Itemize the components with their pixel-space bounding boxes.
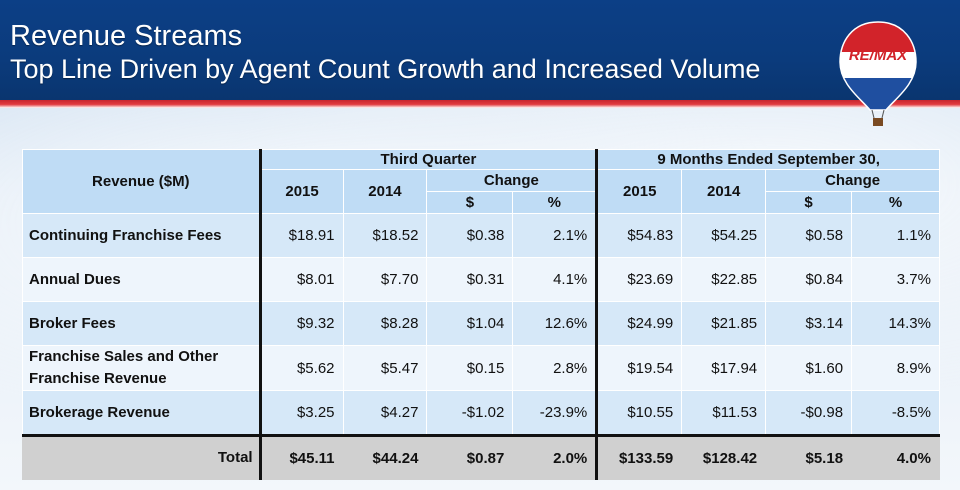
- cell-m-2014: $11.53: [681, 390, 767, 436]
- cell-q-2014: $5.47: [342, 345, 428, 391]
- total-row: Total $45.11 $44.24 $0.87 2.0% $133.59 $…: [22, 434, 940, 480]
- cell-q-2015: $8.01: [258, 257, 344, 302]
- header-q-pct: %: [512, 191, 598, 214]
- cell-m-change-pct: -8.5%: [851, 390, 940, 436]
- cell-m-change-dollar: $3.14: [765, 301, 853, 346]
- cell-m-2014: $54.25: [681, 213, 767, 258]
- cell-q-change-pct: 12.6%: [512, 301, 598, 346]
- total-m-change-pct: 4.0%: [851, 434, 940, 480]
- header-third-quarter: Third Quarter: [258, 149, 598, 170]
- total-q-2014: $44.24: [342, 434, 428, 480]
- cell-m-2014: $22.85: [681, 257, 767, 302]
- page-subtitle: Top Line Driven by Agent Count Growth an…: [10, 54, 761, 84]
- cell-m-change-pct: 1.1%: [851, 213, 940, 258]
- total-m-2015: $133.59: [595, 434, 683, 480]
- cell-m-change-dollar: -$0.98: [765, 390, 853, 436]
- cell-q-2015: $3.25: [258, 390, 344, 436]
- cell-q-change-pct: 2.1%: [512, 213, 598, 258]
- table-corner-header: Revenue ($M): [22, 149, 261, 214]
- cell-m-2014: $21.85: [681, 301, 767, 346]
- cell-q-change-dollar: $0.15: [426, 345, 514, 391]
- table-row: Continuing Franchise Fees $18.91 $18.52 …: [22, 213, 940, 258]
- revenue-table: Revenue ($M) Third Quarter 9 Months Ende…: [22, 149, 940, 480]
- row-label-line-2: Franchise Revenue: [29, 370, 167, 387]
- row-label: Franchise Sales and Other Franchise Reve…: [22, 345, 261, 391]
- row-label: Brokerage Revenue: [22, 390, 261, 436]
- cell-m-change-dollar: $0.58: [765, 213, 853, 258]
- row-label: Broker Fees: [22, 301, 261, 346]
- header-m-pct: %: [851, 191, 940, 214]
- row-label: Annual Dues: [22, 257, 261, 302]
- cell-m-2015: $24.99: [595, 301, 683, 346]
- cell-m-change-pct: 8.9%: [851, 345, 940, 391]
- header-red-rule: [0, 100, 960, 108]
- cell-q-2015: $18.91: [258, 213, 344, 258]
- header-m-dollar: $: [765, 191, 853, 214]
- cell-m-change-pct: 14.3%: [851, 301, 940, 346]
- row-label: Continuing Franchise Fees: [22, 213, 261, 258]
- cell-q-2014: $18.52: [342, 213, 428, 258]
- table-row: Annual Dues $8.01 $7.70 $0.31 4.1% $23.6…: [22, 257, 940, 302]
- total-m-2014: $128.42: [681, 434, 767, 480]
- cell-q-change-dollar: $0.38: [426, 213, 514, 258]
- total-m-change-dollar: $5.18: [765, 434, 853, 480]
- cell-q-change-pct: -23.9%: [512, 390, 598, 436]
- cell-m-2015: $10.55: [595, 390, 683, 436]
- cell-m-2015: $19.54: [595, 345, 683, 391]
- header-nine-months: 9 Months Ended September 30,: [595, 149, 940, 170]
- cell-m-change-dollar: $0.84: [765, 257, 853, 302]
- header-q-2015: 2015: [258, 169, 344, 214]
- table-row: Brokerage Revenue $3.25 $4.27 -$1.02 -23…: [22, 390, 940, 436]
- total-q-change-dollar: $0.87: [426, 434, 514, 480]
- total-q-2015: $45.11: [258, 434, 344, 480]
- cell-m-2015: $23.69: [595, 257, 683, 302]
- header-m-2014: 2014: [681, 169, 767, 214]
- cell-m-change-pct: 3.7%: [851, 257, 940, 302]
- header-bar: [0, 0, 960, 100]
- cell-q-2015: $9.32: [258, 301, 344, 346]
- table-row: Broker Fees $9.32 $8.28 $1.04 12.6% $24.…: [22, 301, 940, 346]
- cell-m-2015: $54.83: [595, 213, 683, 258]
- header-q-dollar: $: [426, 191, 514, 214]
- row-label-line-1: Franchise Sales and Other: [29, 348, 219, 365]
- cell-q-change-dollar: $0.31: [426, 257, 514, 302]
- cell-m-2014: $17.94: [681, 345, 767, 391]
- page-title: Revenue Streams: [10, 20, 243, 52]
- cell-q-2014: $4.27: [342, 390, 428, 436]
- cell-q-change-dollar: $1.04: [426, 301, 514, 346]
- total-label: Total: [22, 434, 261, 480]
- total-q-change-pct: 2.0%: [512, 434, 598, 480]
- cell-q-change-dollar: -$1.02: [426, 390, 514, 436]
- cell-m-change-dollar: $1.60: [765, 345, 853, 391]
- cell-q-change-pct: 2.8%: [512, 345, 598, 391]
- cell-q-2014: $8.28: [342, 301, 428, 346]
- cell-q-2015: $5.62: [258, 345, 344, 391]
- header-m-change: Change: [765, 169, 940, 192]
- cell-q-2014: $7.70: [342, 257, 428, 302]
- header-m-2015: 2015: [595, 169, 683, 214]
- cell-q-change-pct: 4.1%: [512, 257, 598, 302]
- remax-logo-text: RE/MAX: [849, 47, 908, 64]
- header-q-2014: 2014: [342, 169, 428, 214]
- header-q-change: Change: [426, 169, 598, 192]
- remax-balloon-logo: RE/MAX: [838, 20, 918, 130]
- table-row: Franchise Sales and Other Franchise Reve…: [22, 345, 940, 391]
